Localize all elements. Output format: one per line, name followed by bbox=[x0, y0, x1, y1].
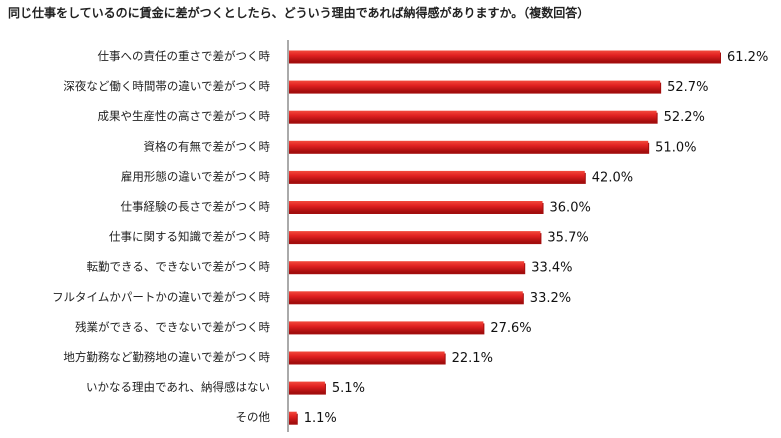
category-label: フルタイムかパートかの違いで差がつく時 bbox=[52, 290, 270, 304]
category-label: 雇用形態の違いで差がつく時 bbox=[121, 169, 271, 183]
bar bbox=[289, 140, 649, 152]
bar bbox=[289, 110, 657, 122]
bar bbox=[289, 291, 523, 303]
value-label: 33.2% bbox=[530, 291, 571, 306]
bar bbox=[289, 170, 585, 182]
bar bbox=[289, 381, 325, 393]
value-label: 52.7% bbox=[667, 80, 708, 95]
category-label: その他 bbox=[236, 410, 271, 424]
bar bbox=[289, 321, 484, 333]
bar bbox=[289, 231, 541, 243]
value-label: 1.1% bbox=[304, 411, 337, 426]
category-label: 転勤できる、できないで差がつく時 bbox=[87, 260, 271, 274]
value-label: 33.4% bbox=[531, 261, 572, 276]
category-label: 仕事に関する知識で差がつく時 bbox=[109, 230, 270, 244]
value-label: 51.0% bbox=[655, 140, 696, 155]
value-label: 52.2% bbox=[664, 110, 705, 125]
value-label: 22.1% bbox=[452, 351, 493, 366]
bar bbox=[289, 50, 720, 62]
category-label: いかなる理由であれ、納得感はない bbox=[86, 380, 270, 394]
category-label: 成果や生産性の高さで差がつく時 bbox=[98, 109, 271, 123]
category-label: 地方勤務など勤務地の違いで差がつく時 bbox=[63, 350, 270, 364]
bar bbox=[289, 80, 661, 92]
category-label: 仕事への責任の重さで差がつく時 bbox=[98, 49, 271, 63]
category-label: 深夜など働く時間帯の違いで差がつく時 bbox=[63, 79, 270, 93]
value-label: 61.2% bbox=[727, 50, 768, 65]
value-label: 42.0% bbox=[592, 170, 633, 185]
bar bbox=[289, 261, 525, 273]
category-label: 資格の有無で差がつく時 bbox=[144, 139, 271, 153]
bar bbox=[289, 351, 445, 363]
chart-title: 同じ仕事をしているのに賃金に差がつくとしたら、どういう理由であれば納得感がありま… bbox=[8, 5, 589, 20]
bar bbox=[289, 201, 543, 212]
value-label: 36.0% bbox=[550, 201, 591, 216]
value-label: 27.6% bbox=[490, 321, 531, 336]
value-label: 35.7% bbox=[547, 231, 588, 246]
value-label: 5.1% bbox=[332, 381, 365, 396]
category-label: 仕事経験の長さで差がつく時 bbox=[121, 200, 271, 214]
bar bbox=[289, 411, 297, 423]
category-label: 残業ができる、できないで差がつく時 bbox=[75, 320, 270, 334]
bars-group: 仕事への責任の重さで差がつく時 61.2% 深夜など働く時間帯の違いで差がつく時 52… bbox=[52, 49, 768, 426]
